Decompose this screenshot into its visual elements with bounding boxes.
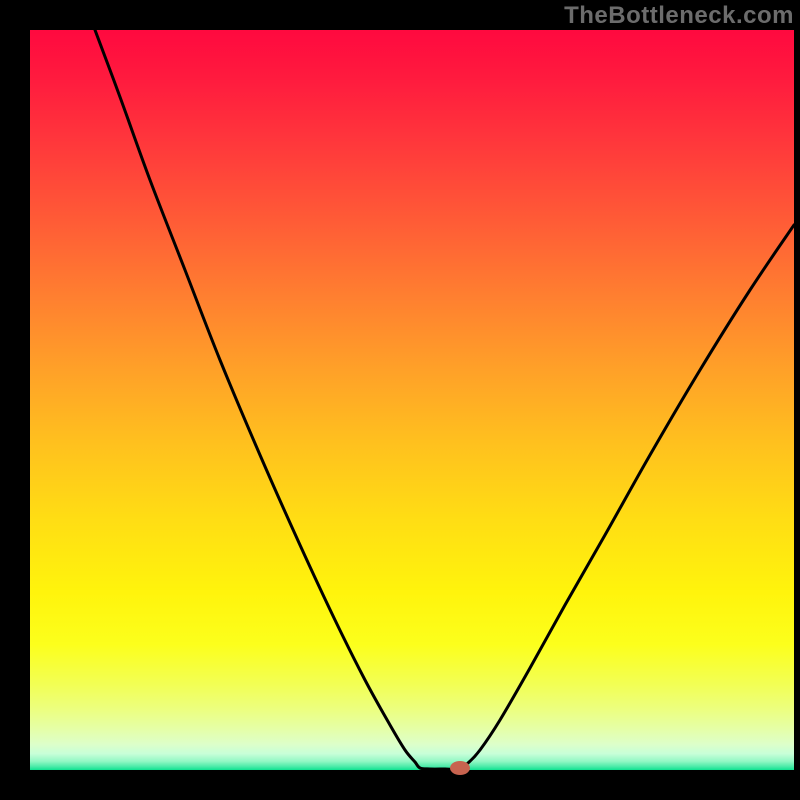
chart-canvas: TheBottleneck.com — [0, 0, 800, 800]
bottleneck-chart — [0, 0, 800, 800]
watermark-text: TheBottleneck.com — [564, 2, 794, 30]
plot-background — [30, 30, 794, 770]
optimum-marker — [450, 761, 470, 775]
